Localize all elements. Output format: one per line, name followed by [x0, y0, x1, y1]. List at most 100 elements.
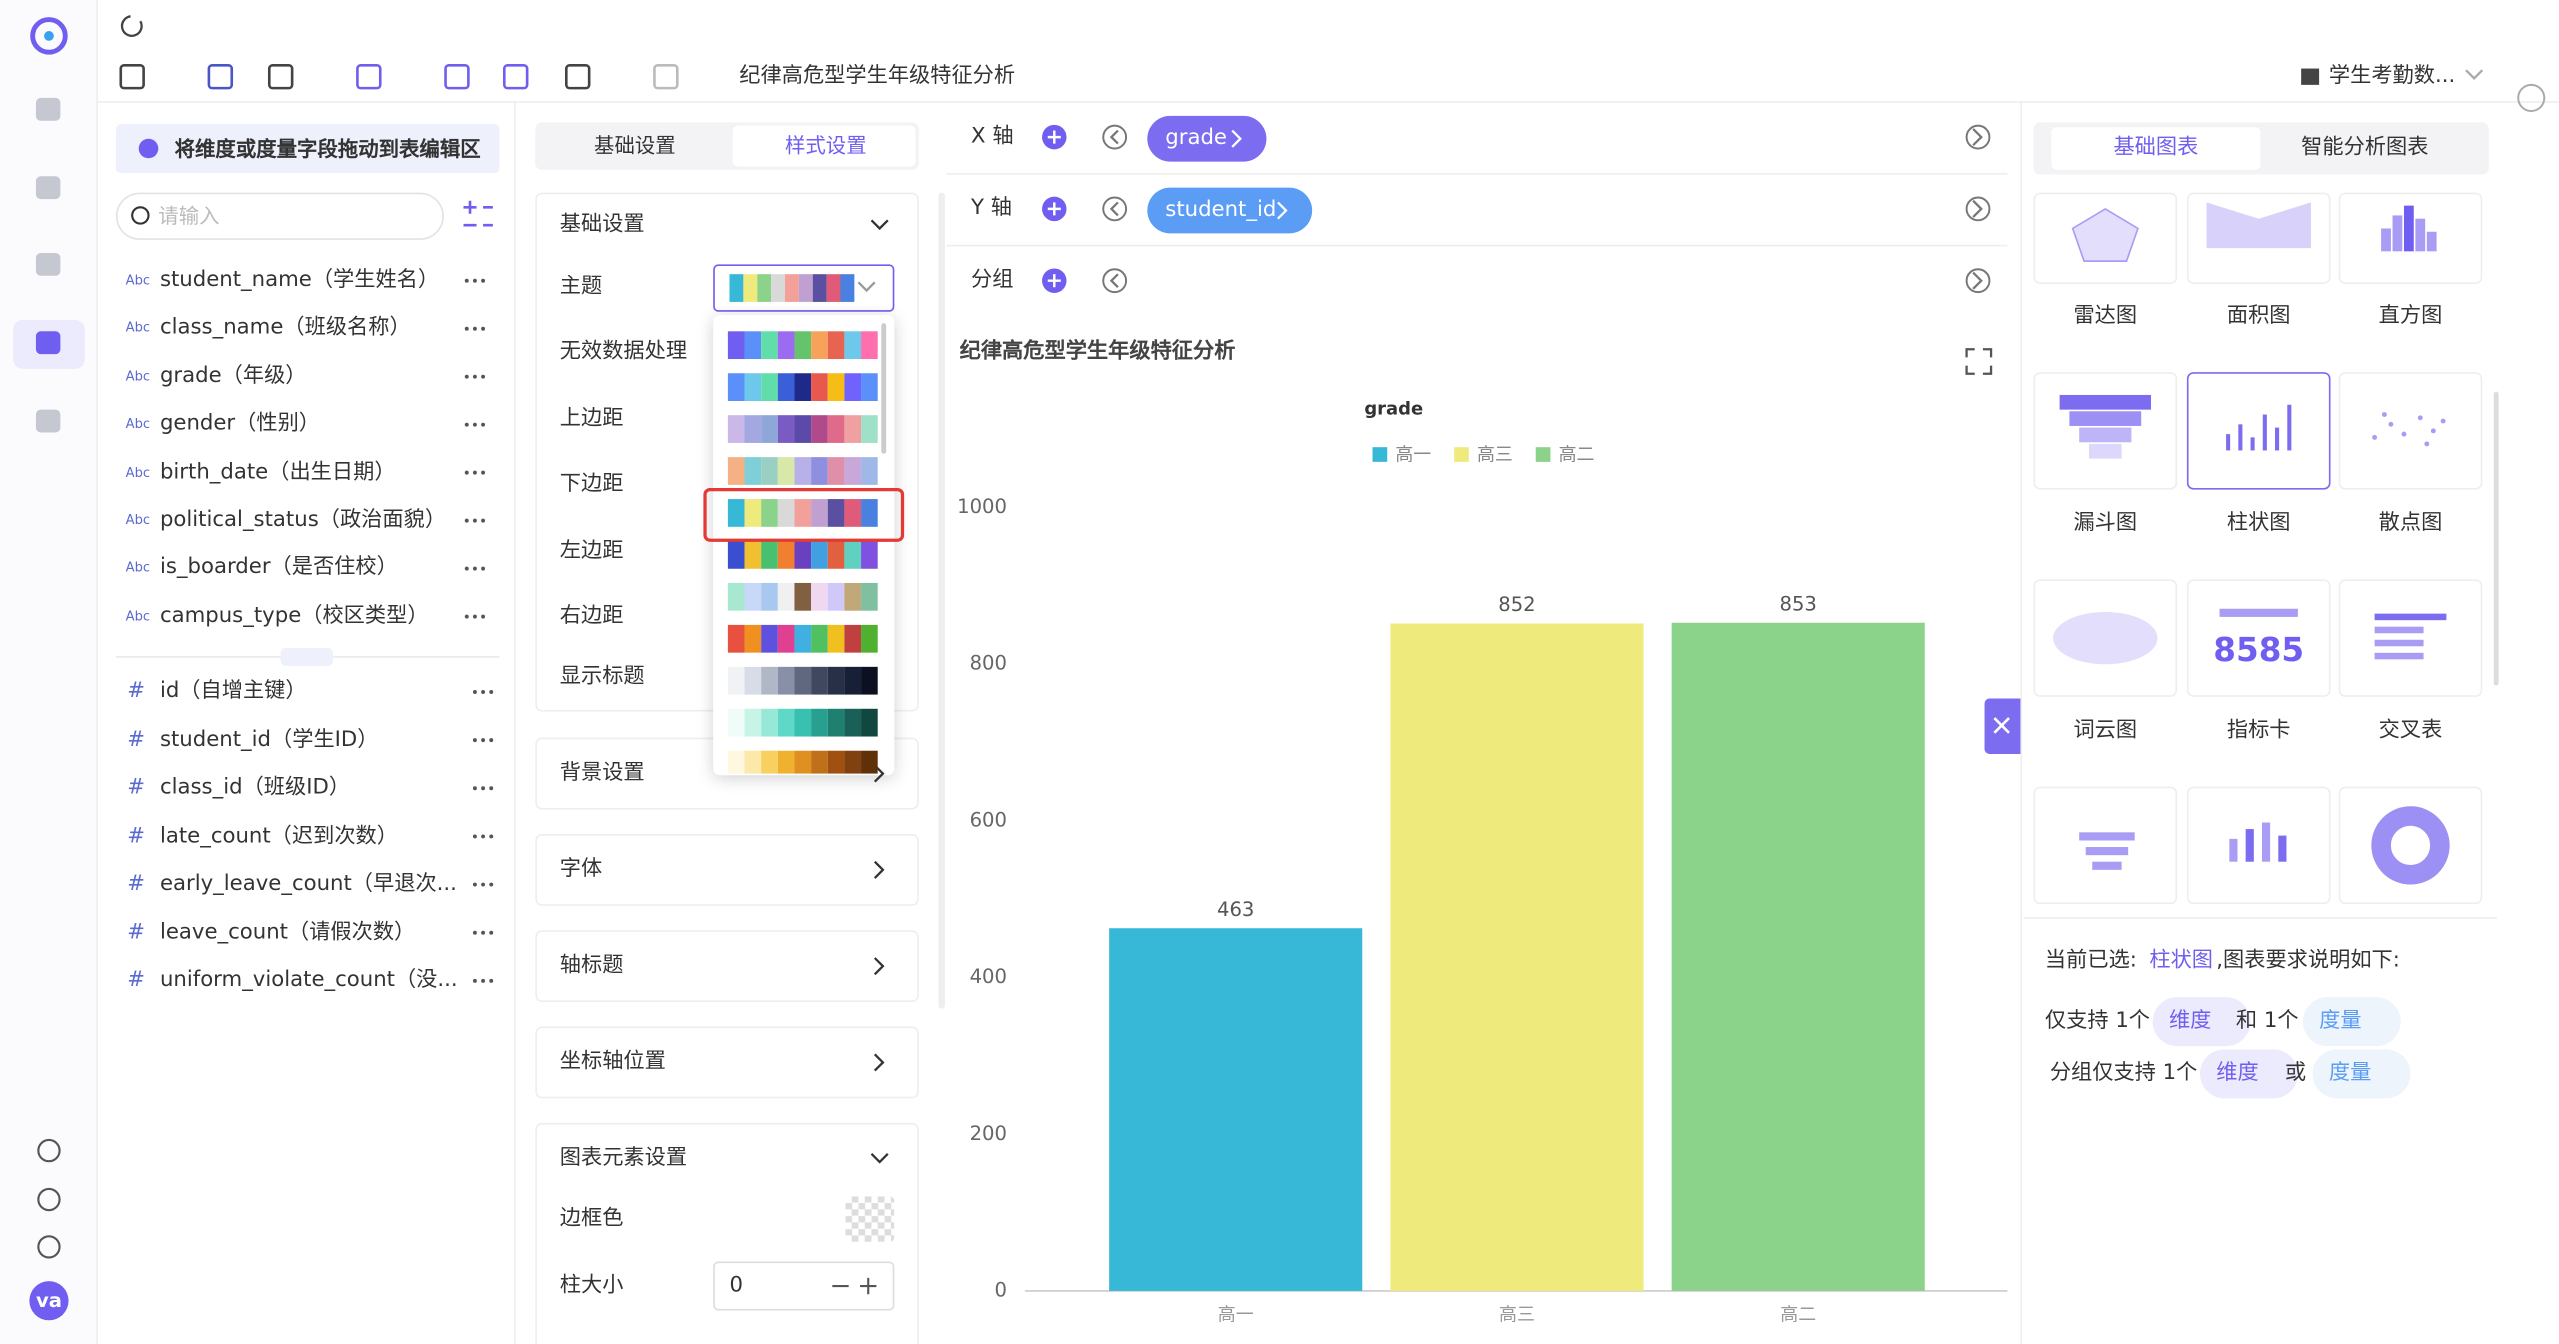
more-icon[interactable] — [472, 834, 477, 839]
more-icon[interactable] — [464, 470, 469, 475]
palette-swatch[interactable] — [777, 582, 795, 611]
palette-swatch[interactable] — [744, 415, 762, 443]
palette-swatch[interactable] — [827, 541, 845, 569]
palette-swatch[interactable] — [777, 750, 795, 774]
more-icon[interactable] — [472, 882, 477, 887]
palette-swatch[interactable] — [777, 331, 795, 360]
palette-swatch[interactable] — [794, 666, 812, 695]
more-icon[interactable] — [481, 278, 486, 283]
bar[interactable] — [1390, 623, 1644, 1291]
palette-swatch[interactable] — [727, 415, 745, 443]
palette-swatch[interactable] — [761, 624, 778, 653]
toolbar-icon[interactable] — [207, 63, 234, 90]
toolbar-icon[interactable] — [502, 63, 529, 90]
palette-swatch[interactable] — [777, 499, 795, 527]
more-icon[interactable] — [489, 690, 494, 694]
more-icon[interactable] — [464, 278, 469, 283]
palette-swatch[interactable] — [861, 666, 878, 695]
palette-swatch[interactable] — [744, 499, 762, 527]
palette-swatch[interactable] — [777, 666, 795, 695]
search-box[interactable] — [115, 192, 444, 240]
axis-pill[interactable] — [1147, 115, 1267, 162]
more-icon[interactable] — [472, 566, 477, 571]
palette-swatch[interactable] — [794, 750, 812, 774]
palette-swatch[interactable] — [861, 331, 878, 360]
palette-swatch[interactable] — [827, 373, 845, 401]
toolbar-icon[interactable] — [653, 63, 679, 90]
more-icon[interactable] — [481, 374, 486, 379]
chart-type-card[interactable] — [2338, 372, 2483, 490]
more-icon[interactable] — [489, 978, 494, 983]
more-icon[interactable] — [472, 326, 477, 331]
palette-swatch[interactable] — [861, 582, 878, 611]
dataset-name[interactable]: 学生考勤数... — [2328, 63, 2456, 89]
palette-swatch[interactable] — [861, 499, 878, 527]
more-icon[interactable] — [472, 786, 477, 791]
legend-label[interactable]: 高一 — [1395, 444, 1431, 465]
toolbar-icon[interactable] — [444, 63, 470, 90]
palette-swatch[interactable] — [744, 708, 762, 737]
palette-swatch[interactable] — [727, 708, 745, 737]
more-icon[interactable] — [489, 930, 494, 935]
more-icon[interactable] — [464, 566, 469, 571]
palette-swatch[interactable] — [844, 666, 862, 695]
chart-type-label[interactable]: 交叉表 — [2378, 718, 2443, 743]
more-icon[interactable] — [472, 470, 477, 475]
more-icon[interactable] — [481, 422, 486, 427]
dimension-field[interactable]: student_name（学生姓名） — [159, 267, 440, 293]
chart-type-label[interactable]: 面积图 — [2226, 303, 2291, 329]
legend-swatch[interactable] — [1372, 447, 1388, 462]
more-icon[interactable] — [481, 690, 486, 694]
style-tab[interactable]: 基础设置 — [594, 133, 676, 158]
expand-button[interactable] — [1965, 196, 1991, 222]
palette-swatch[interactable] — [861, 541, 878, 569]
measure-field[interactable]: leave_count（请假次数） — [159, 919, 416, 945]
more-icon[interactable] — [472, 518, 477, 523]
more-icon[interactable] — [489, 738, 494, 743]
chart-type-card[interactable] — [2186, 786, 2331, 905]
nav-icon[interactable] — [35, 252, 61, 276]
nav-icon[interactable] — [35, 331, 61, 355]
more-icon[interactable] — [464, 422, 469, 427]
palette-swatch[interactable] — [794, 457, 812, 485]
palette-swatch[interactable] — [727, 499, 745, 527]
palette-swatch[interactable] — [811, 373, 828, 401]
palette-swatch[interactable] — [827, 415, 845, 443]
collapse-button[interactable] — [1102, 268, 1128, 294]
more-icon[interactable] — [481, 930, 486, 935]
bar[interactable] — [1671, 622, 1925, 1291]
palette-swatch[interactable] — [861, 624, 878, 653]
palette-swatch[interactable] — [744, 541, 762, 569]
palette-swatch[interactable] — [811, 624, 828, 653]
palette-swatch[interactable] — [727, 624, 745, 653]
more-icon[interactable] — [489, 882, 494, 887]
palette-swatch[interactable] — [744, 582, 762, 611]
palette-swatch[interactable] — [827, 624, 845, 653]
palette-swatch[interactable] — [761, 373, 778, 401]
dimension-field[interactable]: political_status（政治面貌） — [159, 507, 447, 533]
measure-field[interactable]: uniform_violate_count（没... — [159, 968, 458, 993]
palette-swatch[interactable] — [761, 582, 778, 611]
palette-swatch[interactable] — [727, 373, 745, 401]
palette-swatch[interactable] — [861, 708, 878, 737]
collapse-button[interactable] — [1102, 124, 1128, 150]
nav-util-icon[interactable] — [37, 1138, 61, 1163]
legend-label[interactable]: 高三 — [1477, 444, 1513, 465]
palette-swatch[interactable] — [827, 582, 845, 611]
more-icon[interactable] — [472, 422, 477, 427]
measure-field[interactable]: late_count（迟到次数） — [159, 823, 398, 849]
palette-swatch[interactable] — [794, 415, 812, 443]
palette-swatch[interactable] — [727, 666, 745, 695]
palette-swatch[interactable] — [777, 415, 795, 443]
nav-icon[interactable] — [35, 176, 61, 200]
palette-swatch[interactable] — [861, 457, 878, 485]
dimension-field[interactable]: grade（年级） — [159, 363, 307, 389]
more-icon[interactable] — [481, 326, 486, 331]
palette-swatch[interactable] — [727, 457, 745, 485]
more-icon[interactable] — [481, 834, 486, 839]
palette-swatch[interactable] — [827, 708, 845, 737]
more-icon[interactable] — [472, 614, 477, 619]
palette-swatch[interactable] — [861, 373, 878, 401]
nav-icon[interactable] — [35, 97, 61, 121]
palette-swatch[interactable] — [761, 457, 778, 485]
